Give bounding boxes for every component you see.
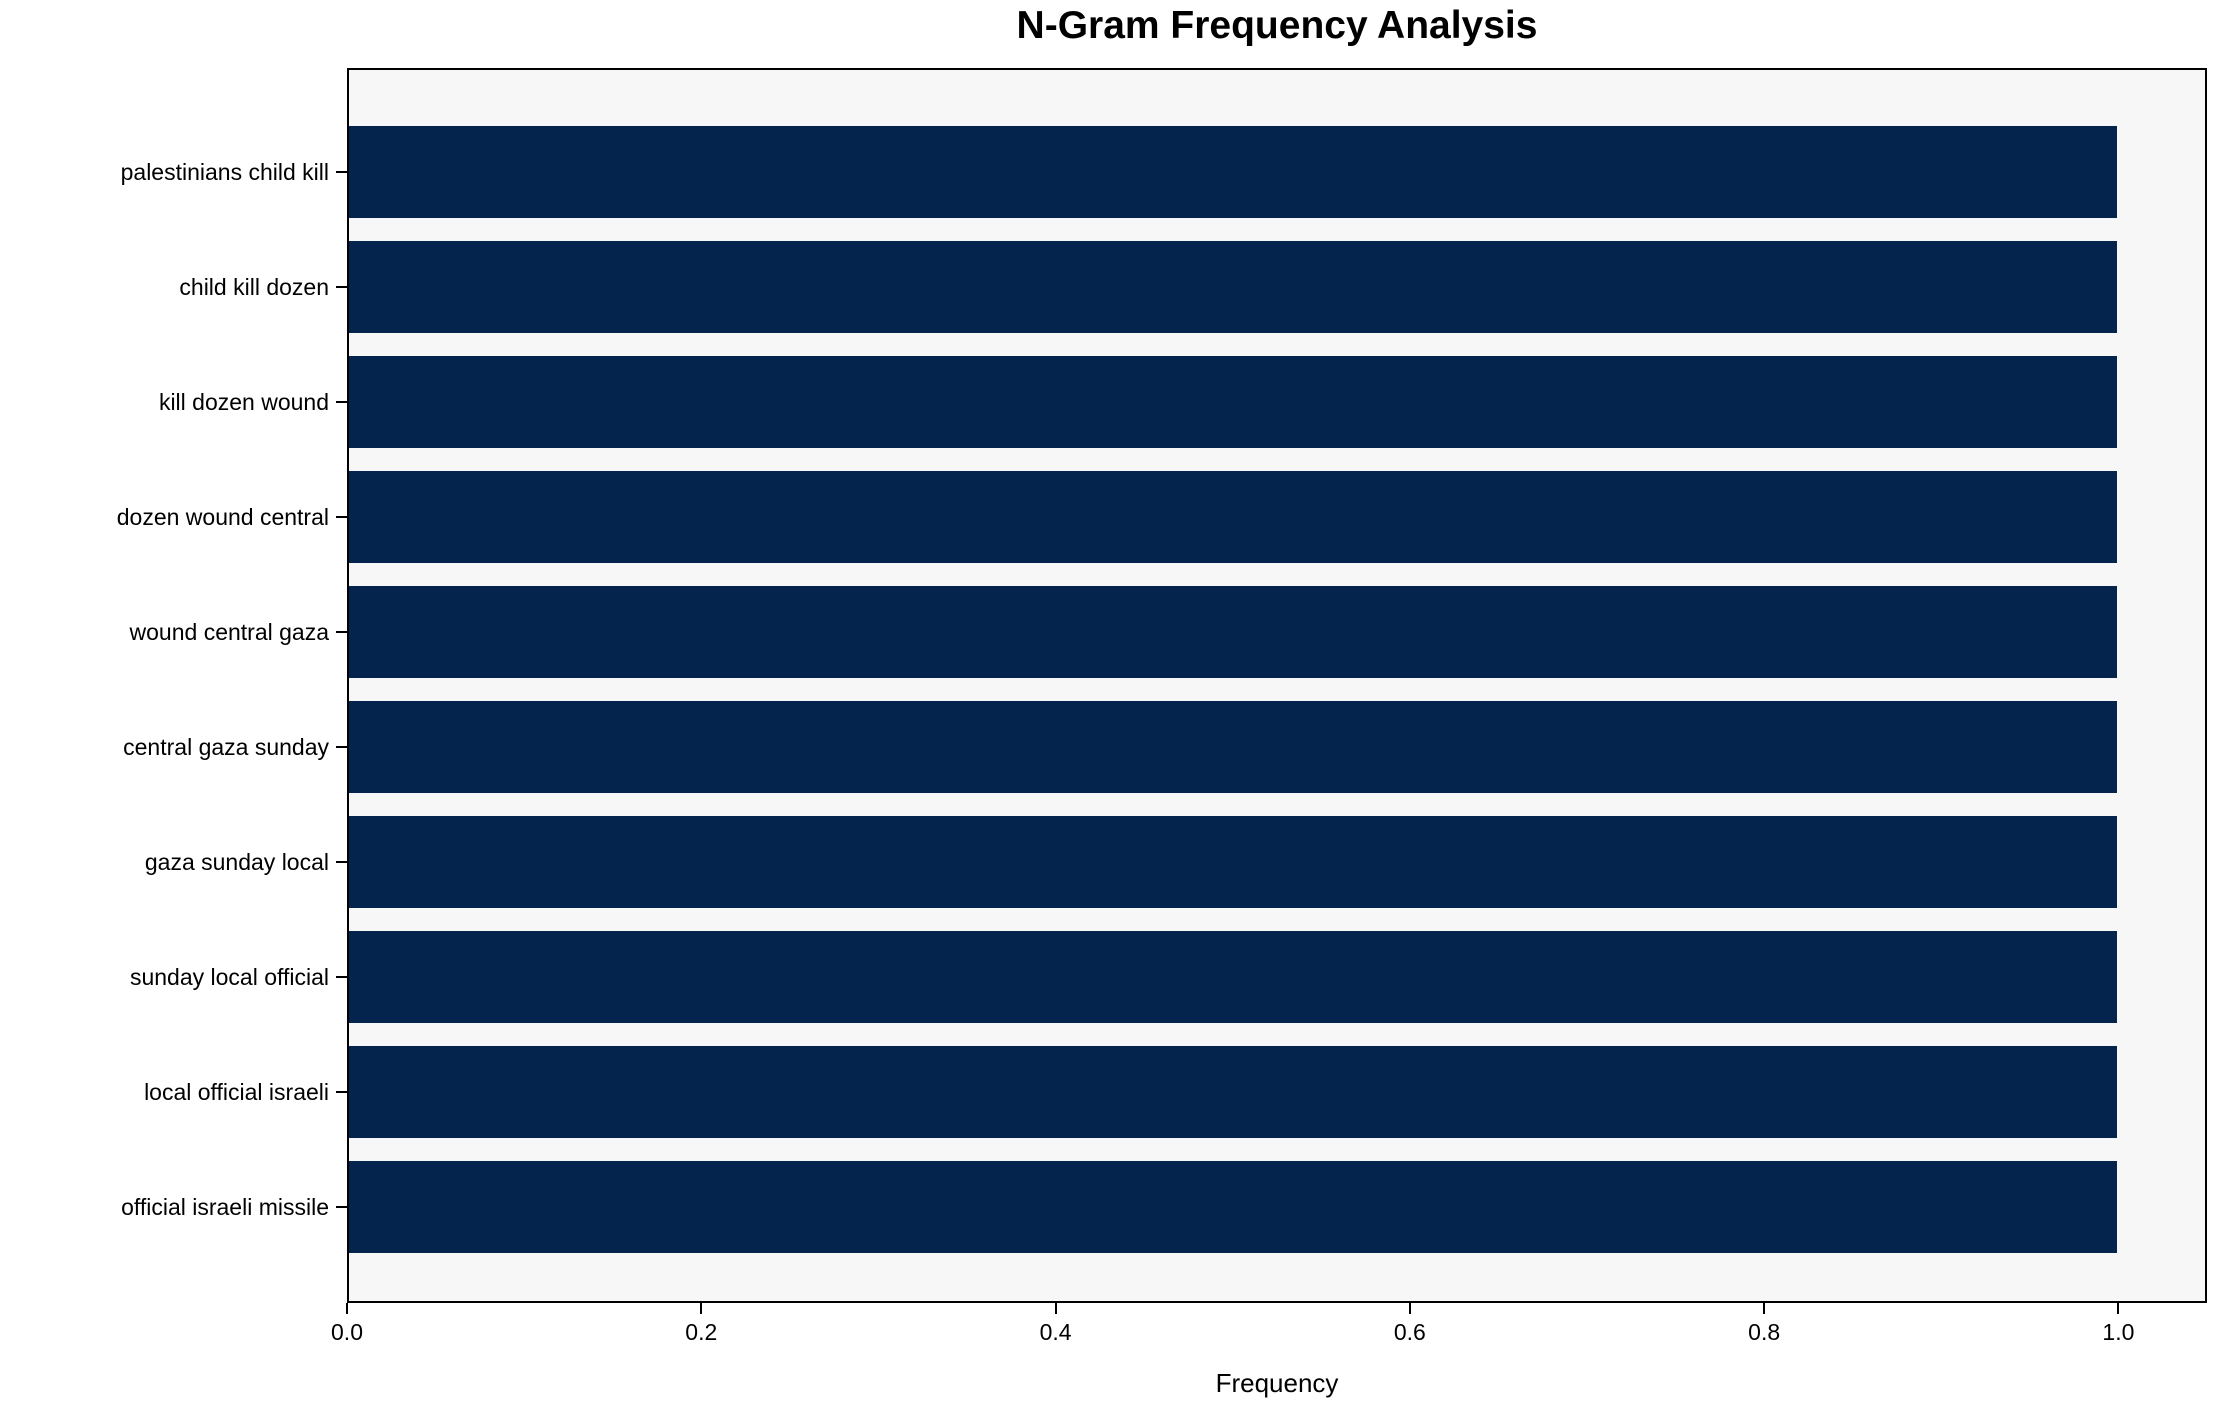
bar-row: wound central gaza	[130, 586, 2205, 678]
y-tick-mark	[336, 861, 347, 863]
y-tick-label: kill dozen wound	[158, 388, 329, 415]
plot-area: palestinians child kill child kill dozen k…	[117, 68, 2207, 1303]
bar	[349, 241, 2117, 333]
y-tick-label: local official israeli	[144, 1078, 329, 1105]
y-tick-mark	[336, 286, 347, 288]
y-tick-label: official israeli missile	[121, 1193, 329, 1220]
y-tick-label: sunday local official	[129, 963, 329, 990]
y-tick-mark	[336, 746, 347, 748]
bar-row: child kill dozen	[179, 241, 2205, 333]
x-tick-mark	[700, 1303, 703, 1314]
bar	[349, 586, 2117, 678]
x-tick-label: 1.0	[2102, 1319, 2135, 1345]
x-tick-mark	[1054, 1303, 1057, 1314]
bar	[349, 931, 2117, 1023]
y-tick-mark	[336, 401, 347, 403]
y-tick-mark	[336, 516, 347, 518]
bar-row: dozen wound central	[117, 471, 2205, 563]
y-tick-mark	[336, 976, 347, 978]
y-tick-mark	[336, 1206, 347, 1208]
bars-container: palestinians child kill child kill dozen k…	[117, 70, 2205, 1301]
bar	[349, 126, 2117, 218]
y-tick-label: gaza sunday local	[144, 848, 329, 875]
x-tick-mark	[1763, 1303, 1766, 1314]
y-tick-label: child kill dozen	[179, 273, 329, 300]
bar	[349, 356, 2117, 448]
bar-row: central gaza sunday	[123, 701, 2205, 793]
x-tick-mark	[346, 1303, 348, 1314]
bar-row: gaza sunday local	[145, 816, 2205, 908]
bar	[349, 701, 2117, 793]
chart-title: N-Gram Frequency Analysis	[1016, 4, 1538, 47]
y-tick-label: central gaza sunday	[123, 733, 329, 760]
x-tick-label: 0.4	[1039, 1319, 1072, 1345]
bar-row: local official israeli	[144, 1046, 2205, 1138]
x-tick-label: 0.2	[685, 1319, 718, 1345]
y-tick-label: dozen wound central	[116, 503, 329, 530]
bar-row: palestinians child kill	[121, 126, 2205, 218]
y-tick-mark	[336, 631, 347, 633]
bar	[349, 816, 2117, 908]
x-axis-ticks: 0.0 0.2 0.4 0.6 0.8 1.0	[331, 1303, 2207, 1363]
x-tick-label: 0.6	[1393, 1319, 1426, 1345]
y-tick-label: wound central gaza	[129, 618, 329, 645]
y-tick-mark	[336, 171, 347, 173]
bar	[349, 471, 2117, 563]
bar	[349, 1161, 2117, 1253]
x-tick-mark	[2117, 1303, 2120, 1314]
bar-row: official israeli missile	[121, 1161, 2205, 1253]
x-axis-label: Frequency	[1215, 1368, 1339, 1398]
y-tick-label: palestinians child kill	[120, 158, 329, 185]
bar-row: kill dozen wound	[159, 356, 2205, 448]
bar	[349, 1046, 2117, 1138]
x-tick-label: 0.8	[1748, 1319, 1781, 1345]
y-tick-mark	[336, 1091, 347, 1093]
bar-row: sunday local official	[130, 931, 2205, 1023]
x-tick-label: 0.0	[331, 1319, 363, 1345]
x-tick-mark	[1408, 1303, 1411, 1314]
